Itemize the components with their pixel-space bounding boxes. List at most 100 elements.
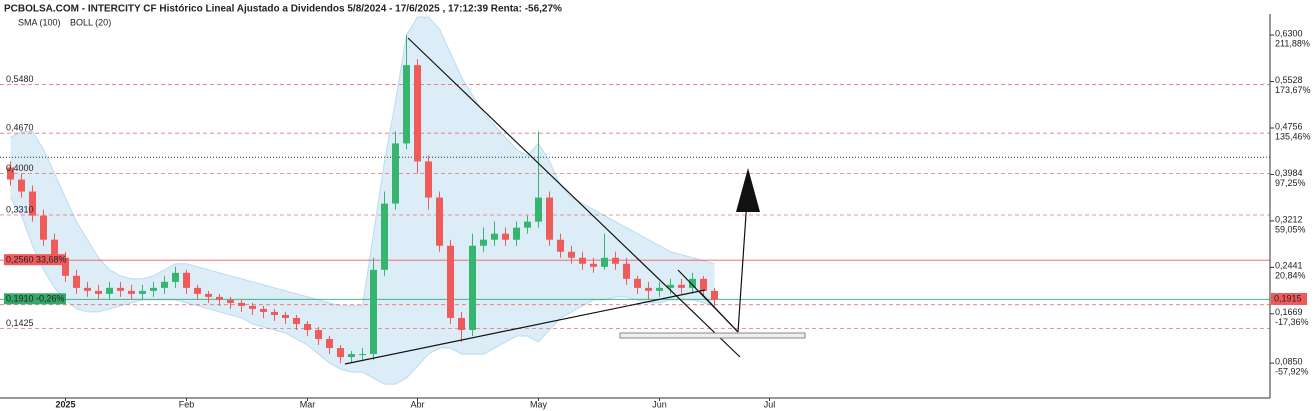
y-tick-label: 0,2441 <box>1275 261 1303 271</box>
candle-body <box>337 348 344 358</box>
candle-body <box>634 278 641 288</box>
candle-body <box>469 245 476 330</box>
grid-layer <box>0 34 1274 401</box>
candle-body <box>557 239 564 252</box>
candle-body <box>161 281 168 288</box>
candle-body <box>689 278 696 288</box>
candle-body <box>700 278 707 291</box>
candle-body <box>216 296 223 300</box>
bollinger-lower <box>10 197 715 385</box>
candle-body <box>381 203 388 270</box>
resistance-label: 0,2560 <box>6 255 34 265</box>
candle-body <box>678 284 685 288</box>
candle-body <box>623 263 630 279</box>
candle-body <box>172 272 179 282</box>
candle-body <box>667 284 674 288</box>
x-tick-label: Mar <box>300 399 316 409</box>
candle-body <box>601 257 608 267</box>
support-change: -0,26% <box>36 294 65 304</box>
candle-body <box>524 221 531 228</box>
candle-body <box>282 314 289 318</box>
candle-body <box>502 233 509 240</box>
candle-body <box>271 311 278 315</box>
support-label: 0,1910 <box>6 294 34 304</box>
trend-line <box>407 37 741 358</box>
candle-body <box>535 197 542 222</box>
candle-body <box>29 191 36 216</box>
legend-entry: SMA (100) <box>18 17 61 27</box>
candle-body <box>480 239 487 246</box>
x-tick-label: Feb <box>179 399 195 409</box>
level-label: 0,4670 <box>6 123 34 133</box>
resistance-change: 33,68% <box>36 255 67 265</box>
y-tick-label: 0,5528 <box>1275 75 1303 85</box>
y-tick-label: 0,1669 <box>1275 307 1303 317</box>
candle-body <box>51 239 58 258</box>
candle-body <box>117 287 124 291</box>
candle-body <box>84 287 91 291</box>
y-tick-label: 0,4756 <box>1275 121 1303 131</box>
candle-body <box>7 167 14 180</box>
candle-body <box>205 293 212 297</box>
y-tick-change: 173,67% <box>1275 85 1311 95</box>
x-tick-label: Abr <box>410 399 424 409</box>
x-tick-label: Jul <box>764 399 776 409</box>
candle-body <box>711 290 718 300</box>
legend-entry: BOLL (20) <box>70 17 111 27</box>
candle-body <box>491 233 498 240</box>
candle-body <box>645 287 652 291</box>
annotations <box>344 37 806 365</box>
bollinger-upper <box>10 16 715 307</box>
candle-body <box>150 287 157 291</box>
y-tick-label: 0,3984 <box>1275 168 1303 178</box>
candle-body <box>227 299 234 303</box>
trend-line <box>344 289 706 365</box>
y-tick-change: 59,05% <box>1275 224 1306 234</box>
last-price-tag <box>1271 292 1307 305</box>
level-label: 0,4000 <box>6 163 34 173</box>
last-price-label: 0,1915 <box>1274 293 1302 303</box>
candle-body <box>95 290 102 294</box>
candle-body <box>612 257 619 264</box>
candle-body <box>62 257 69 276</box>
candle-body <box>656 287 663 291</box>
candle-body <box>359 354 366 356</box>
candle-body <box>194 287 201 294</box>
candle-body <box>249 305 256 309</box>
candle-body <box>425 161 432 198</box>
y-tick-change: -17,36% <box>1275 317 1309 327</box>
candle-body <box>370 269 377 355</box>
candle-body <box>293 317 300 324</box>
level-label: 0,5480 <box>6 74 34 84</box>
candle-body <box>326 339 333 349</box>
candle-body <box>128 290 135 294</box>
candle-body <box>18 179 25 192</box>
projection-line <box>699 291 739 333</box>
candle-body <box>40 215 47 240</box>
candle-body <box>458 317 465 330</box>
resistance-tag <box>4 254 66 266</box>
x-tick-label: May <box>530 399 548 409</box>
y-tick-label: 0,6300 <box>1275 28 1303 38</box>
candle-body <box>348 354 355 358</box>
y-tick-change: 211,88% <box>1275 38 1310 48</box>
target-box <box>619 332 806 339</box>
y-tick-label: 0,0850 <box>1275 356 1303 366</box>
arrow-head <box>736 168 760 212</box>
candle-body <box>568 251 575 258</box>
candle-body <box>183 272 190 288</box>
y-tick-change: 135,46% <box>1275 131 1311 141</box>
candle-body <box>106 287 113 294</box>
candle-body <box>436 197 443 246</box>
candle-body <box>403 65 410 144</box>
chart-title: PCBOLSA.COM - INTERCITY CF Histórico Lin… <box>4 4 562 15</box>
candle-body <box>304 323 311 330</box>
candle-body <box>513 227 520 240</box>
candle-body <box>447 245 454 318</box>
level-label: 0,1425 <box>6 318 34 328</box>
candle-body <box>139 290 146 294</box>
y-tick-change: 20,84% <box>1275 271 1306 281</box>
